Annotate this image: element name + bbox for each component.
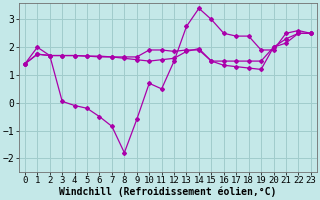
X-axis label: Windchill (Refroidissement éolien,°C): Windchill (Refroidissement éolien,°C) (59, 187, 276, 197)
